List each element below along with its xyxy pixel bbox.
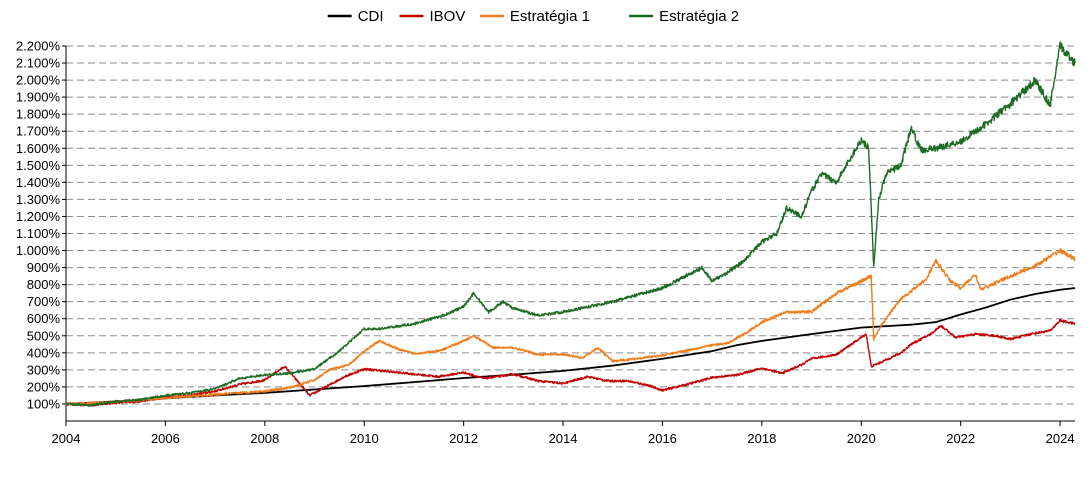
series-line-cdi bbox=[65, 287, 1076, 405]
series-line-ibov bbox=[65, 318, 1076, 407]
legend-label-estrat-gia-1: Estratégia 1 bbox=[510, 8, 590, 25]
series-group bbox=[65, 41, 1076, 407]
y-tick-label: 500% bbox=[27, 328, 61, 343]
y-tick-label: 1.800% bbox=[16, 107, 61, 122]
x-tick-label: 2014 bbox=[549, 431, 578, 446]
x-tick-label: 2004 bbox=[52, 431, 81, 446]
y-tick-label: 300% bbox=[27, 362, 61, 377]
x-tick-label: 2024 bbox=[1046, 431, 1075, 446]
y-tick-label: 900% bbox=[27, 260, 61, 275]
y-tick-label: 1.200% bbox=[16, 209, 61, 224]
y-tick-label: 1.700% bbox=[16, 124, 61, 139]
x-tick-label: 2012 bbox=[449, 431, 478, 446]
y-tick-label: 2.000% bbox=[16, 73, 61, 88]
legend-label-cdi: CDI bbox=[358, 8, 384, 25]
y-axis: 100% 200% 300% 400% 500% 600% 700% 800% 900% 1.00… bbox=[16, 39, 67, 421]
x-tick-label: 2022 bbox=[946, 431, 975, 446]
y-tick-label: 2.100% bbox=[16, 56, 61, 71]
y-tick-label: 1.500% bbox=[16, 158, 61, 173]
y-tick-label: 1.000% bbox=[16, 243, 61, 258]
legend: CDI IBOV Estratégia 1 Estratégia 2 bbox=[327, 8, 739, 25]
legend-label-estrat-gia-2: Estratégia 2 bbox=[659, 8, 739, 25]
x-tick-label: 2010 bbox=[350, 431, 379, 446]
y-tick-label: 1.400% bbox=[16, 175, 61, 190]
x-tick-label: 2016 bbox=[648, 431, 677, 446]
y-tick-label: 2.200% bbox=[16, 39, 61, 54]
x-tick-label: 2006 bbox=[151, 431, 180, 446]
y-tick-label: 400% bbox=[27, 345, 61, 360]
x-tick-label: 2018 bbox=[747, 431, 776, 446]
y-tick-label: 100% bbox=[27, 396, 61, 411]
y-tick-label: 1.300% bbox=[16, 192, 61, 207]
x-tick-label: 2008 bbox=[250, 431, 279, 446]
y-tick-label: 200% bbox=[27, 379, 61, 394]
series-line-estrat-gia-1 bbox=[65, 248, 1076, 406]
x-axis: 2004 2006 2008 2010 2012 2014 2016 2018 2020 2022… bbox=[52, 420, 1075, 446]
y-tick-label: 700% bbox=[27, 294, 61, 309]
y-tick-label: 1.100% bbox=[16, 226, 61, 241]
y-tick-label: 800% bbox=[27, 277, 61, 292]
series-line-estrat-gia-2 bbox=[65, 41, 1076, 407]
y-tick-label: 1.900% bbox=[16, 90, 61, 105]
y-tick-label: 600% bbox=[27, 311, 61, 326]
x-tick-label: 2020 bbox=[847, 431, 876, 446]
y-tick-label: 1.600% bbox=[16, 141, 61, 156]
gridlines bbox=[66, 45, 1075, 405]
legend-label-ibov: IBOV bbox=[430, 8, 466, 25]
